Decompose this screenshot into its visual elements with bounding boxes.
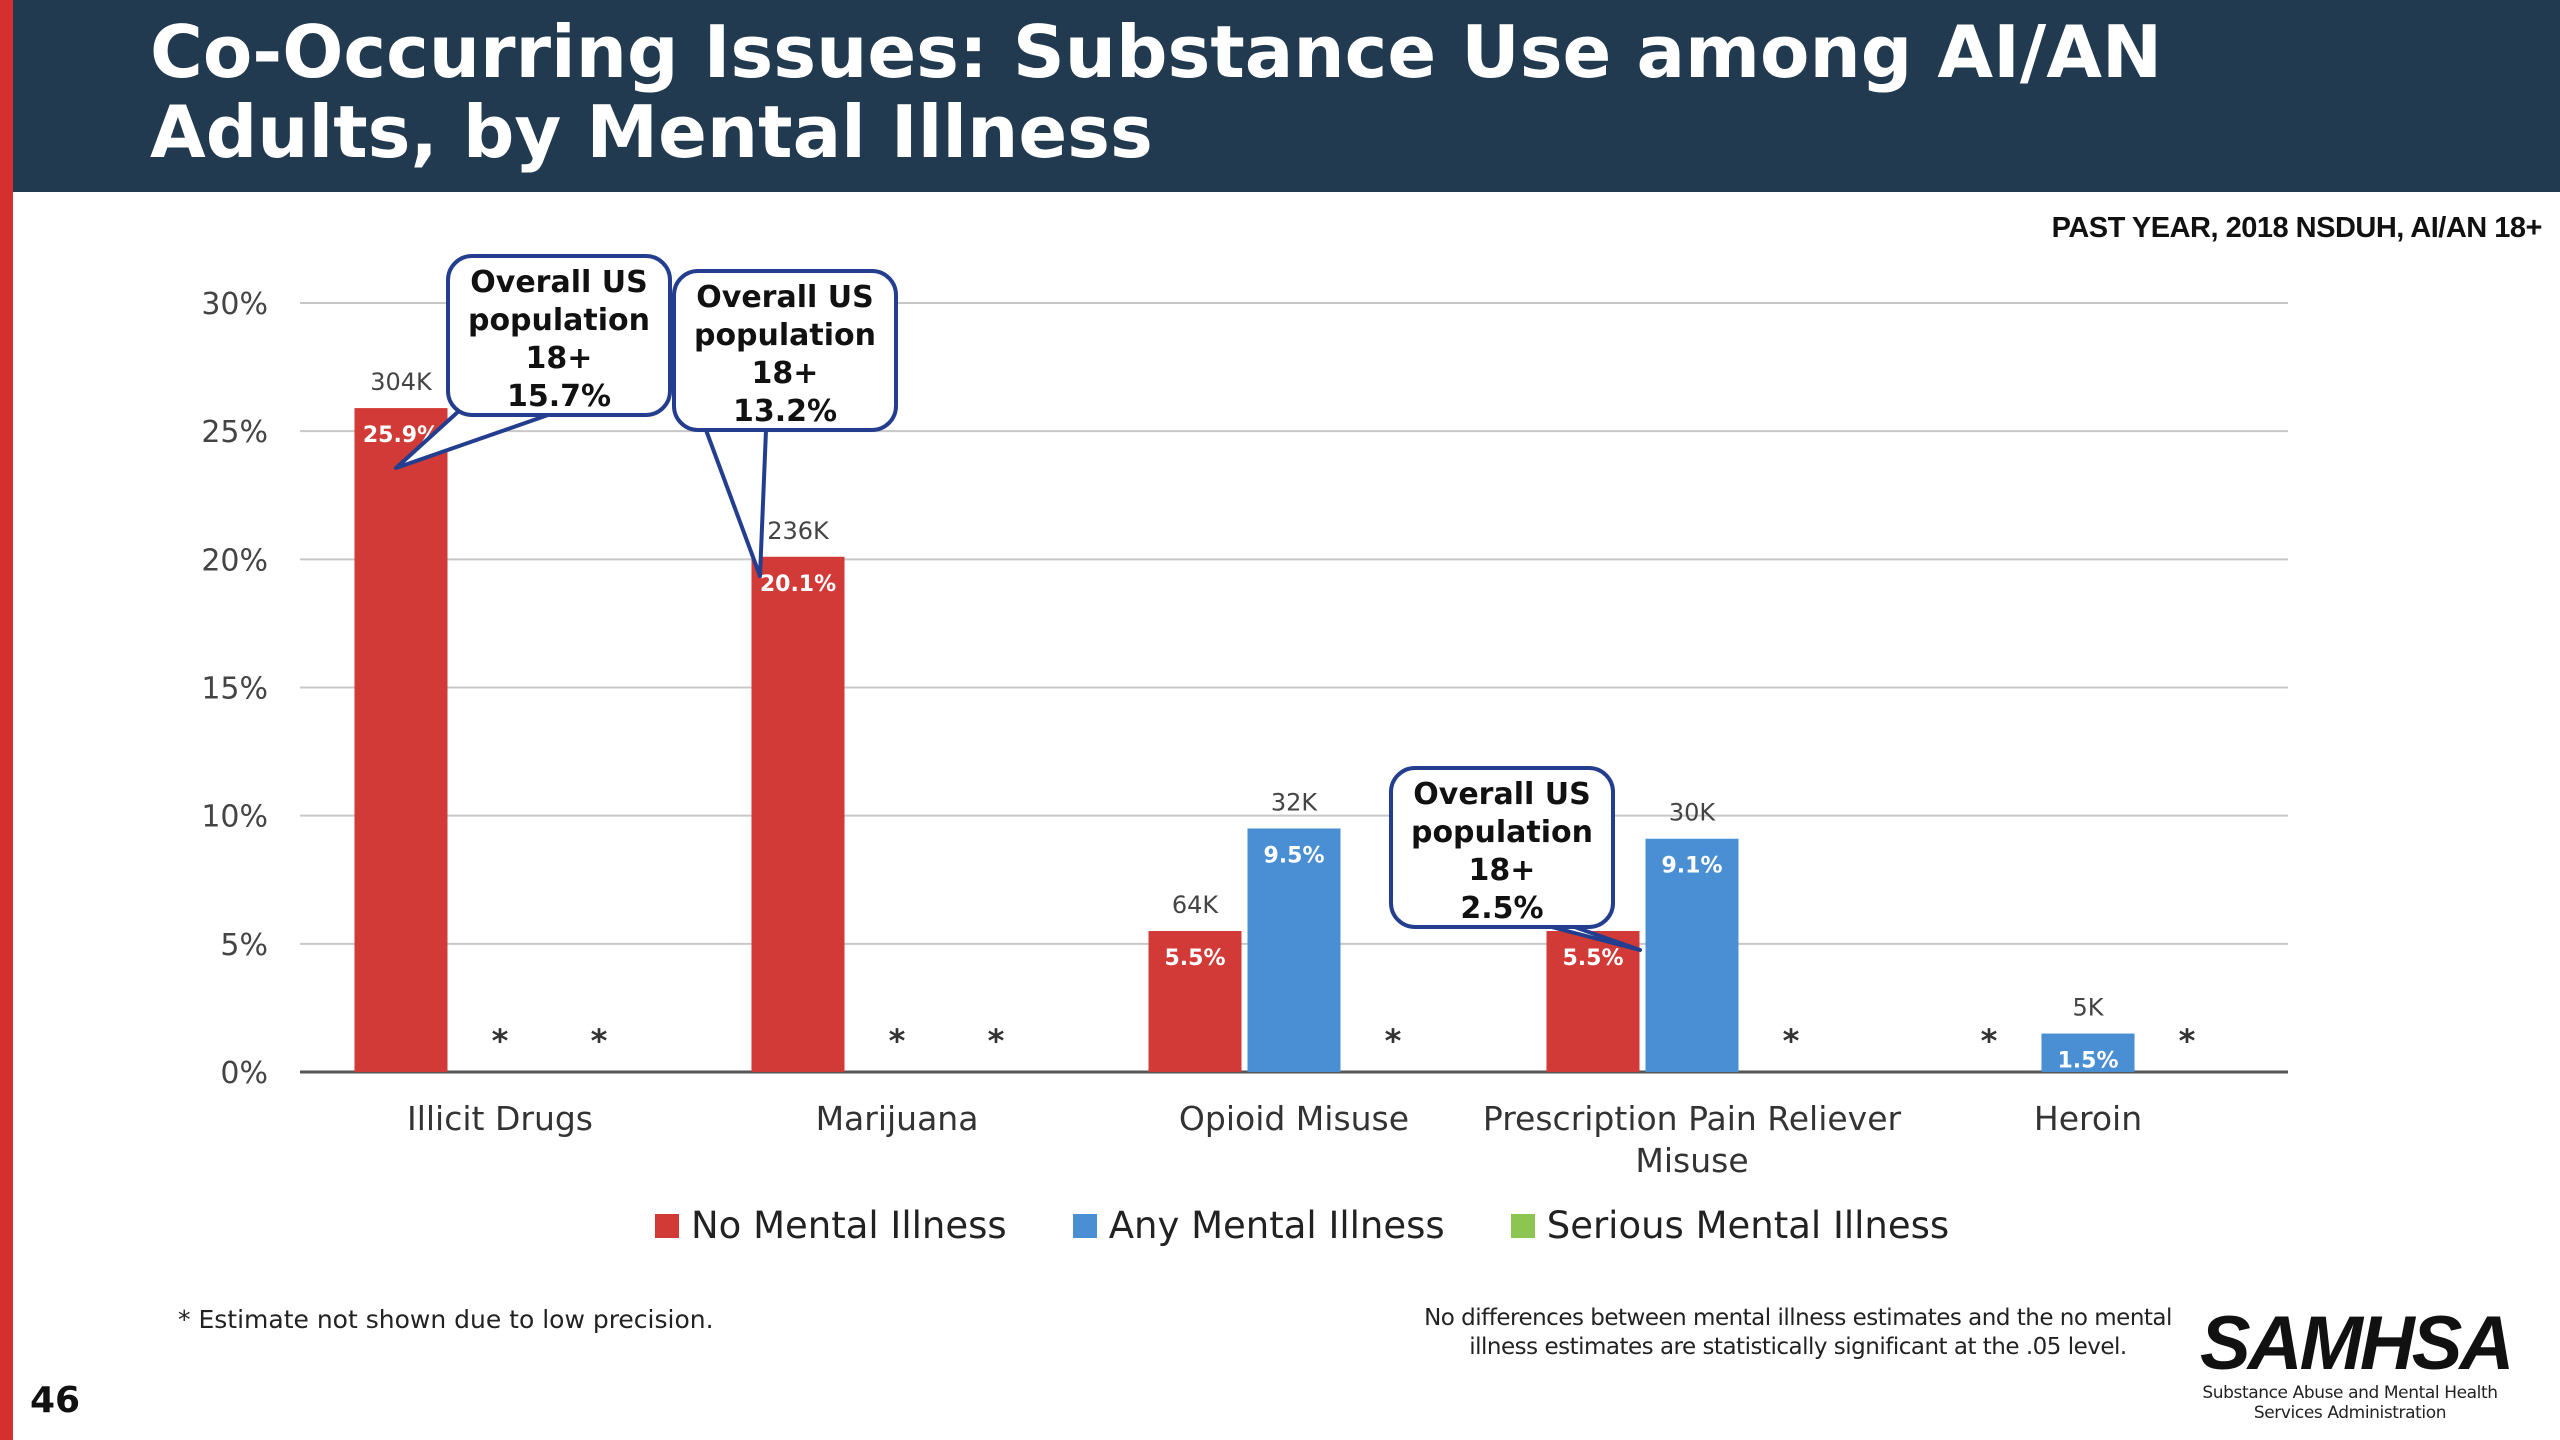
callout-line: population: [693, 318, 877, 353]
legend-item-serious-mental-illness: Serious Mental Illness: [1510, 1204, 1950, 1247]
logo-tagline: Substance Abuse and Mental Health Servic…: [2202, 1383, 2498, 1423]
bar: [1546, 931, 1640, 1072]
title-bar: [13, 0, 2560, 192]
low-precision-asterisk: *: [1783, 1022, 1800, 1060]
page-title: Co-Occurring Issues: Substance Use among…: [150, 10, 2163, 174]
chart-legend: No Mental Illness Any Mental Illness Ser…: [655, 1204, 1949, 1247]
bar-count-label: 236K: [767, 517, 830, 545]
samhsa-logo: SAMHSA Substance Abuse and Mental Health…: [2200, 1301, 2514, 1424]
legend-label: No Mental Illness: [691, 1204, 1007, 1247]
callout-overall-marijuana: Overall US population 18+ 13.2%: [672, 269, 898, 432]
callout-line: 13.2%: [732, 394, 838, 429]
bar: [2041, 1033, 2135, 1072]
legend-swatch: [1072, 1213, 1097, 1238]
y-tick-label: 25%: [201, 415, 268, 450]
x-category-label: Heroin: [2034, 1099, 2142, 1138]
y-tick-label: 20%: [201, 543, 268, 578]
callout-line: population: [467, 303, 651, 338]
bar-value-label: 9.1%: [1661, 854, 1722, 879]
callout-overall-illicit: Overall US population 18+ 15.7%: [446, 254, 672, 417]
callout-line: Overall US: [1413, 777, 1591, 812]
callout-tail-marijuana: [704, 428, 768, 578]
x-category-label: Opioid Misuse: [1179, 1099, 1409, 1138]
callout-line: 18+: [1468, 853, 1536, 888]
page-number: 46: [30, 1380, 81, 1421]
low-precision-asterisk: *: [1981, 1022, 1998, 1060]
legend-swatch: [655, 1213, 679, 1238]
legend-item-any-mental-illness: Any Mental Illness: [1072, 1204, 1445, 1247]
bar: [1247, 828, 1341, 1072]
y-tick-label: 0%: [220, 1056, 268, 1091]
callout-line: Overall US: [696, 280, 874, 315]
callout-line: 18+: [751, 356, 819, 391]
x-category-label: Prescription Pain Reliever: [1483, 1099, 1902, 1138]
bar-value-label: 9.5%: [1263, 843, 1324, 868]
low-precision-asterisk: *: [1385, 1022, 1402, 1060]
low-precision-asterisk: *: [591, 1022, 608, 1060]
x-category-label: Illicit Drugs: [407, 1099, 593, 1138]
low-precision-asterisk: *: [988, 1022, 1005, 1060]
bar: [354, 408, 448, 1072]
bar-count-label: 64K: [1172, 891, 1220, 919]
callout-overall-prescription: Overall US population 18+ 2.5%: [1389, 766, 1615, 929]
bar: [751, 556, 845, 1072]
bar-count-label: 304K: [370, 368, 433, 396]
x-category-label: Marijuana: [816, 1099, 979, 1138]
legend-label: Any Mental Illness: [1108, 1204, 1445, 1247]
bar-value-label: 20.1%: [760, 572, 836, 597]
callout-line: population: [1410, 815, 1594, 850]
footnote: * Estimate not shown due to low precisio…: [178, 1305, 714, 1334]
y-tick-label: 30%: [201, 287, 268, 322]
bar-count-label: 32K: [1271, 788, 1319, 816]
low-precision-asterisk: *: [889, 1022, 906, 1060]
legend-swatch: [1510, 1213, 1535, 1238]
low-precision-asterisk: *: [492, 1022, 509, 1060]
low-precision-asterisk: *: [2179, 1022, 2196, 1060]
left-accent-stripe: [0, 0, 13, 1440]
logo-wordmark: SAMHSA: [2200, 1301, 2514, 1386]
callout-line: 2.5%: [1460, 891, 1544, 926]
bar: [1645, 838, 1739, 1072]
bar-value-label: 5.5%: [1562, 946, 1623, 971]
bar-count-label: 5K: [2072, 994, 2104, 1022]
bar-count-label: 30K: [1669, 799, 1717, 827]
x-category-label: Misuse: [1635, 1141, 1748, 1180]
y-tick-label: 10%: [201, 800, 268, 835]
bar-value-label: 1.5%: [2057, 1049, 2118, 1074]
legend-label: Serious Mental Illness: [1546, 1204, 1950, 1247]
bar: [1148, 931, 1242, 1072]
bar-value-label: 5.5%: [1164, 946, 1225, 971]
y-tick-label: 15%: [201, 672, 268, 707]
y-tick-label: 5%: [220, 928, 268, 963]
callout-line: 18+: [525, 341, 593, 376]
callout-line: Overall US: [470, 265, 648, 300]
chart-subtitle: PAST YEAR, 2018 NSDUH, AI/AN 18+: [2051, 212, 2543, 244]
significance-note: No differences between mental illness es…: [1424, 1305, 2172, 1360]
legend-item-no-mental-illness: No Mental Illness: [655, 1204, 1007, 1247]
callout-line: 15.7%: [506, 379, 612, 414]
